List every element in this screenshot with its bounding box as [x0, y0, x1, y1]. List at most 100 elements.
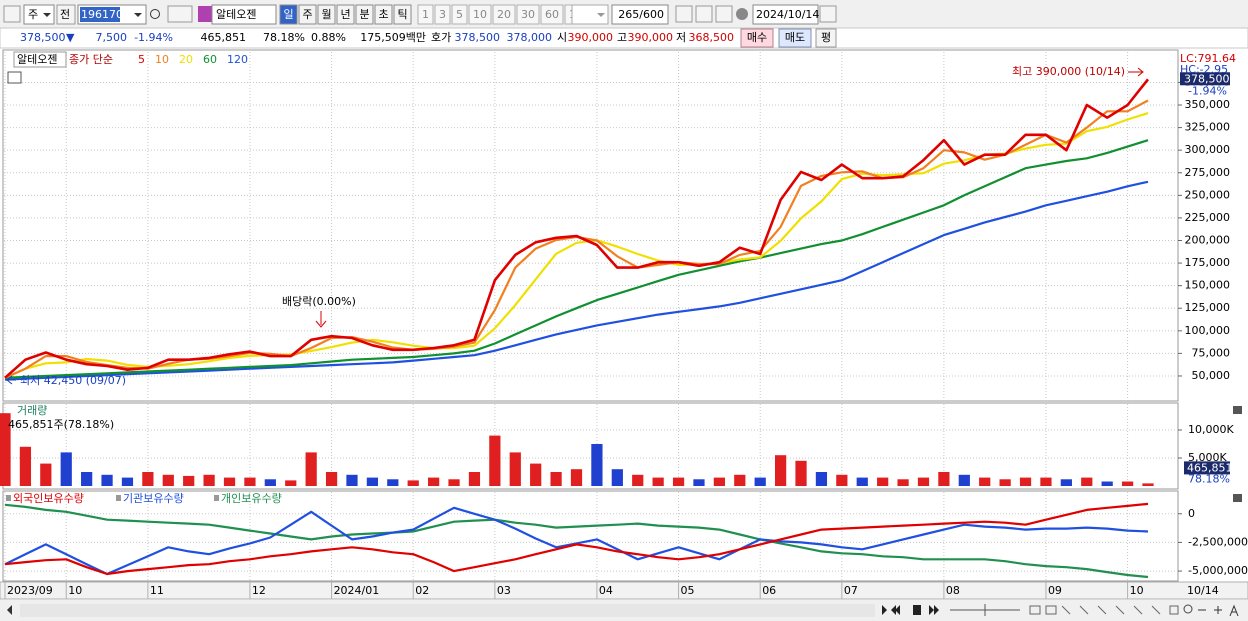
high-label: 고 — [617, 31, 627, 44]
volume-bar — [264, 479, 276, 486]
interval-button[interactable] — [434, 4, 451, 25]
count-text: 265/600 — [618, 8, 664, 21]
volume-bar — [40, 463, 52, 486]
bid-price: 378,000 — [507, 31, 553, 44]
legend-entry[interactable]: 60 — [203, 53, 217, 66]
period-button[interactable] — [336, 4, 355, 25]
panel-close[interactable] — [1233, 494, 1242, 502]
volume-bar — [101, 474, 113, 486]
period-button[interactable] — [374, 4, 393, 25]
date-box[interactable] — [752, 4, 819, 25]
count-box[interactable] — [611, 4, 669, 25]
period-button[interactable] — [355, 4, 374, 25]
series-line — [4, 503, 1149, 579]
scroll-left[interactable] — [7, 605, 12, 615]
quote-turnover: 0.88% — [311, 31, 346, 44]
interval-button[interactable] — [451, 4, 468, 25]
legend-swatch — [214, 495, 219, 501]
volume-subtitle: 465,851주(78.18%) — [8, 418, 114, 431]
period-select[interactable] — [23, 4, 55, 25]
interval-label: 5 — [456, 8, 463, 21]
legend-entry[interactable]: 외국인보유수량 — [13, 492, 84, 505]
zoom-buttons[interactable] — [1198, 604, 1239, 617]
volume-bar — [958, 474, 970, 486]
menu-icon[interactable] — [3, 5, 21, 23]
interval-select[interactable] — [571, 4, 609, 25]
period-label: 틱 — [397, 8, 407, 21]
code-text: 196170 — [81, 8, 123, 21]
compare-text: 전 — [60, 8, 70, 21]
tool-icon[interactable] — [695, 5, 713, 23]
buy-button[interactable] — [740, 28, 774, 48]
interval-label: 1 — [422, 8, 429, 21]
compare-button[interactable] — [56, 4, 76, 25]
zoom-slider[interactable] — [950, 604, 1020, 616]
series-line — [4, 112, 1149, 379]
sound-icon[interactable] — [167, 5, 193, 23]
scroll-controls[interactable] — [882, 605, 939, 615]
interval-button[interactable] — [516, 4, 540, 25]
volume-bar — [856, 477, 868, 486]
volume-bar — [244, 477, 256, 486]
quote-change: 7,500 — [96, 31, 128, 44]
scroll-track[interactable] — [20, 604, 875, 617]
x-tick-label: 07 — [844, 584, 858, 597]
volume-bar — [774, 455, 787, 486]
volume-title: 거래량 — [17, 404, 47, 417]
last-price-label: 378,500 — [1184, 72, 1230, 85]
period-button[interactable] — [317, 4, 336, 25]
chart-title: 알테오젠 — [17, 52, 57, 66]
x-end-label: 10/14 — [1187, 584, 1219, 597]
interval-label: 60 — [545, 8, 559, 21]
x-tick-label: 11 — [150, 584, 164, 597]
tool-icons[interactable] — [1029, 605, 1179, 615]
legend-title: 종가 단순 — [69, 53, 113, 66]
holdings-panel — [2, 490, 1179, 582]
legend-entry[interactable]: 개인보유수량 — [221, 492, 282, 505]
legend-entry[interactable]: 5 — [138, 53, 145, 66]
interval-label: 30 — [521, 8, 535, 21]
last-volume-label: 465,851 — [1187, 461, 1233, 474]
table-icon[interactable] — [7, 71, 22, 84]
interval-button[interactable] — [468, 4, 492, 25]
volume-bar — [1060, 479, 1072, 486]
interval-button[interactable] — [492, 4, 516, 25]
save-icon[interactable] — [715, 5, 733, 23]
panel-close[interactable] — [1233, 406, 1242, 414]
volume-bar — [550, 471, 562, 486]
legend-entry[interactable]: 120 — [227, 53, 248, 66]
legend-entry[interactable]: 기관보유수량 — [123, 492, 184, 505]
lc-label: LC:791.64 — [1180, 52, 1236, 65]
settings-icon[interactable] — [736, 8, 748, 20]
volume-bar — [162, 474, 174, 486]
interval-label: 3 — [439, 8, 446, 21]
volume-bar — [632, 474, 644, 486]
volume-bar — [836, 474, 848, 486]
period-button[interactable] — [279, 4, 298, 25]
volume-bar — [183, 475, 195, 486]
calendar-icon[interactable] — [819, 5, 837, 23]
y-tick-label: 50,000 — [1192, 369, 1231, 382]
period-button[interactable] — [298, 4, 317, 25]
buy-text: 매수 — [747, 31, 767, 44]
high-price: 390,000 — [628, 31, 674, 44]
y-tick-label: -2,500,000 — [1188, 535, 1248, 548]
period-button[interactable] — [393, 4, 412, 25]
series-line — [4, 502, 1149, 576]
tool-icon[interactable] — [675, 5, 693, 23]
legend-entry[interactable]: 10 — [155, 53, 169, 66]
search-icon[interactable] — [150, 9, 160, 19]
dividend-arrow — [315, 311, 327, 328]
legend-entry[interactable]: 20 — [179, 53, 193, 66]
dividend-annotation: 배당락(0.00%) — [282, 295, 356, 308]
series-line — [4, 139, 1149, 379]
sell-button[interactable] — [778, 28, 812, 48]
stock-name: 알테오젠 — [216, 7, 256, 21]
interval-button[interactable] — [540, 4, 564, 25]
volume-bar — [713, 477, 725, 486]
zoom-icon[interactable] — [1183, 604, 1193, 614]
low-arrow — [6, 375, 16, 385]
interval-button[interactable] — [417, 4, 434, 25]
avg-button[interactable] — [815, 28, 837, 48]
